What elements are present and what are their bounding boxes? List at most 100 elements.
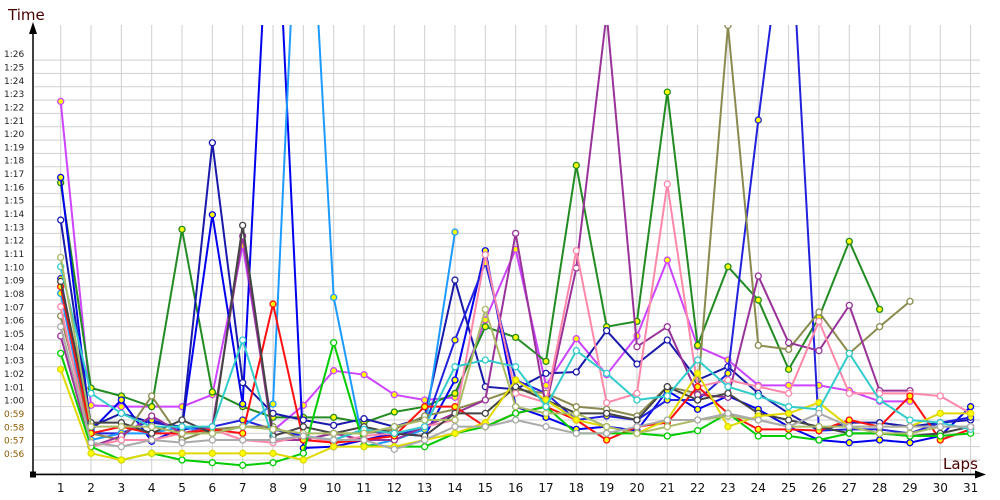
data-point-yellow: [512, 376, 520, 384]
data-point-cyan: [542, 403, 550, 411]
y-tick-label: 1:21: [4, 117, 24, 127]
data-point-yellow: [148, 449, 156, 457]
data-point-cyan: [784, 403, 793, 411]
data-point-lime: [299, 449, 307, 457]
data-point-lime: [178, 456, 186, 464]
y-tick-label: 1:13: [4, 223, 24, 233]
data-point-yellow: [117, 456, 126, 464]
data-point-red: [906, 392, 914, 400]
data-point-yellow: [208, 449, 217, 457]
data-point-red: [845, 416, 853, 424]
data-point-pink: [754, 383, 762, 391]
data-point-red: [269, 300, 277, 308]
y-tick-label: 1:25: [4, 63, 24, 73]
data-point-red: [421, 403, 429, 411]
data-point-yellow: [330, 443, 338, 451]
y-tick-label: 1:06: [4, 317, 24, 327]
data-point-gray: [178, 439, 186, 447]
data-point-khaki: [512, 403, 520, 411]
x-tick-label: 25: [781, 481, 796, 495]
data-point-dark-green: [148, 403, 156, 411]
data-point-gray: [754, 416, 762, 424]
data-point-light-blue: [451, 228, 459, 236]
data-point-dark-gray: [602, 409, 611, 417]
series-light-blue: [57, 25, 459, 451]
data-point-lime: [421, 443, 429, 451]
data-point-cyan: [845, 349, 853, 358]
data-point-cyan: [572, 347, 580, 355]
data-point-dark-green: [845, 237, 853, 246]
x-tick-label: 10: [326, 481, 341, 495]
data-point-gray: [239, 436, 247, 444]
data-point-pink: [57, 303, 65, 311]
x-tick-label: 15: [478, 481, 493, 495]
data-point-yellow: [239, 449, 247, 457]
data-point-cyan: [451, 363, 459, 371]
x-tick-label: 8: [269, 481, 277, 495]
data-point-yellow: [360, 443, 368, 451]
data-point-dark-green: [512, 333, 520, 342]
data-point-pink: [481, 251, 489, 259]
data-point-cyan: [481, 356, 489, 364]
y-tick-label: 1:18: [4, 157, 24, 167]
data-point-cyan: [663, 392, 671, 400]
data-point-lime: [512, 409, 520, 417]
x-tick-label: 30: [933, 481, 948, 495]
data-point-yellow: [178, 449, 186, 457]
data-point-olive: [784, 345, 793, 354]
data-point-dark-gray: [239, 221, 247, 230]
data-point-pink: [875, 389, 884, 398]
data-point-blue: [208, 211, 217, 219]
data-point-cyan: [421, 423, 429, 431]
data-point-gray: [633, 423, 641, 431]
data-point-pink: [724, 376, 732, 384]
data-point-cyan: [87, 389, 95, 398]
x-tick-label: 22: [690, 481, 705, 495]
data-point-navy: [57, 216, 65, 224]
data-point-dark-gray: [512, 383, 520, 391]
data-point-pink: [572, 247, 580, 255]
data-point-olive: [724, 25, 732, 30]
data-point-khaki: [239, 423, 247, 431]
data-point-khaki: [572, 409, 580, 417]
data-point-cyan: [239, 336, 247, 344]
data-point-lime: [784, 432, 793, 440]
data-point-yellow: [693, 369, 702, 378]
y-tick-label: 1:00: [4, 397, 24, 407]
data-point-gray: [875, 423, 884, 431]
data-point-cyan: [390, 429, 398, 437]
data-point-gray: [481, 423, 489, 431]
x-tick-label: 6: [209, 481, 217, 495]
data-point-dark-gray: [299, 423, 307, 431]
data-point-lime: [269, 459, 277, 467]
data-point-light-blue: [269, 400, 277, 408]
y-tick-label: 1:10: [4, 263, 24, 273]
data-point-khaki: [208, 429, 217, 437]
data-point-blue: [57, 173, 65, 182]
data-point-violet: [572, 335, 580, 343]
data-point-olive: [572, 403, 580, 411]
series-dark-green: [57, 88, 884, 427]
x-tick-label: 26: [811, 481, 826, 495]
y-tick-label: 1:22: [4, 103, 24, 113]
data-point-navy: [602, 327, 611, 335]
x-tick-label: 19: [599, 481, 614, 495]
data-point-cyan: [754, 392, 762, 400]
x-axis-arrow-icon: [975, 470, 986, 479]
data-point-navy: [451, 276, 459, 284]
data-point-violet: [117, 403, 126, 411]
data-point-lime: [239, 461, 247, 469]
data-point-gray: [421, 436, 429, 444]
data-point-dark-magenta: [663, 323, 671, 331]
data-point-blue: [451, 376, 459, 384]
x-tick-label: 23: [720, 481, 735, 495]
y-tick-label: 1:12: [4, 237, 24, 247]
y-tick-label: 1:09: [4, 277, 24, 287]
data-point-dark-gray: [178, 416, 186, 424]
data-point-gray: [390, 445, 398, 453]
x-tick-label: 3: [118, 481, 126, 495]
data-point-gray: [906, 423, 914, 431]
data-point-lime: [815, 436, 823, 444]
data-point-yellow: [57, 365, 65, 374]
data-point-violet: [663, 256, 671, 264]
